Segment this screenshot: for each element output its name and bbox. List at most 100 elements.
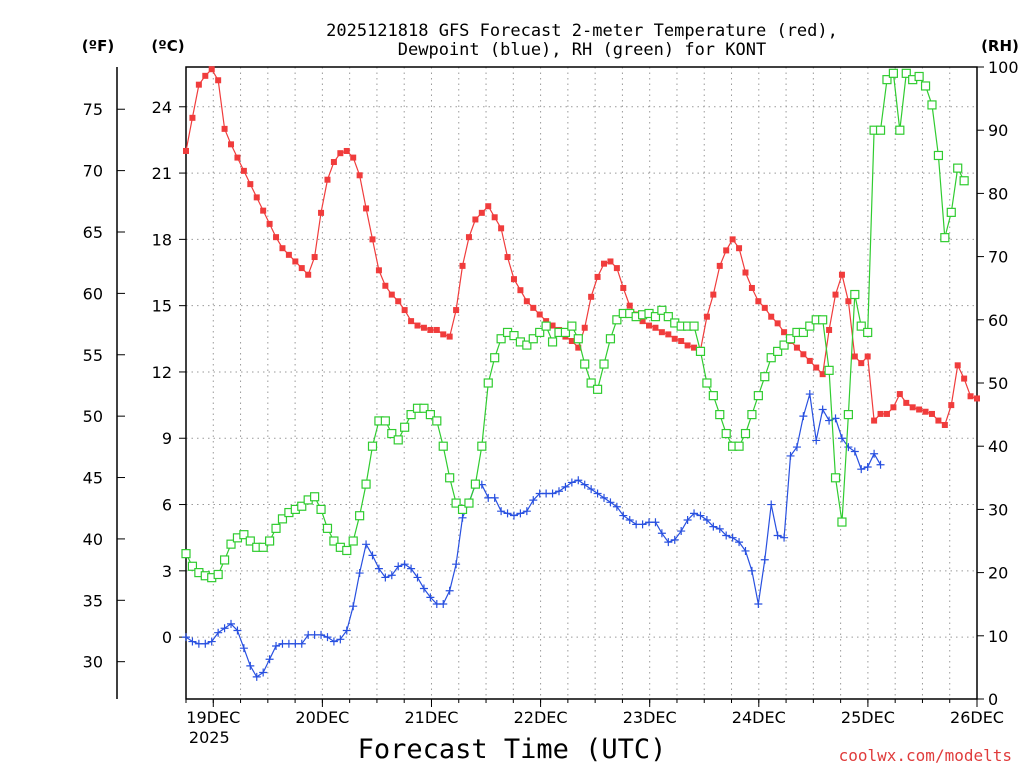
data-point (348, 536, 358, 546)
data-point (806, 357, 813, 364)
data-point (837, 434, 846, 443)
data-point (766, 353, 776, 363)
data-point (272, 641, 281, 650)
data-point (974, 395, 980, 402)
data-point (215, 77, 222, 84)
fahrenheit-tick-label: 30 (83, 653, 103, 672)
celsius-tick-label: 6 (162, 496, 172, 515)
data-point (329, 637, 338, 646)
data-point (896, 391, 903, 398)
data-point (742, 269, 749, 276)
fahrenheit-tick-label: 50 (83, 407, 103, 426)
data-point (252, 672, 261, 681)
data-point (201, 639, 210, 648)
data-point (768, 313, 775, 320)
celsius-tick-label: 9 (162, 429, 172, 448)
data-point (273, 234, 280, 241)
plot-frame (185, 66, 978, 700)
series-dewpoint (182, 390, 885, 681)
data-point (181, 549, 191, 559)
data-point (857, 465, 866, 474)
fahrenheit-tick-label: 55 (83, 346, 103, 365)
data-point (202, 72, 209, 79)
data-point (259, 668, 268, 677)
data-point (266, 220, 273, 227)
data-point (819, 371, 826, 378)
data-point (387, 428, 397, 439)
data-point (612, 502, 621, 511)
data-point (395, 298, 402, 305)
rh-tick-label: 30 (988, 500, 1008, 519)
data-point (414, 322, 421, 329)
data-point (509, 511, 518, 520)
data-point (298, 265, 305, 272)
series-layer (181, 66, 980, 681)
series-relative-humidity (181, 68, 969, 583)
data-point (297, 639, 306, 648)
data-point (830, 473, 841, 483)
data-point (355, 511, 365, 521)
data-point (318, 209, 325, 216)
data-point (850, 289, 860, 300)
data-point (394, 562, 403, 571)
data-point (895, 125, 905, 135)
data-point (716, 262, 723, 269)
data-point (916, 406, 923, 413)
celsius-tick-label: 12 (152, 363, 172, 382)
data-point (612, 315, 622, 325)
data-point (265, 536, 275, 546)
data-point (715, 410, 725, 420)
data-point (625, 516, 634, 525)
rh-unit-label: (RH) (981, 37, 1019, 55)
fahrenheit-tick-label: 65 (83, 223, 103, 242)
data-point (382, 282, 389, 289)
data-point (407, 564, 416, 573)
data-point (548, 489, 557, 498)
data-point (528, 334, 538, 344)
x-tick-sublabel: 2025 (189, 728, 230, 747)
data-point (715, 524, 724, 533)
data-point (355, 569, 364, 578)
data-point (844, 443, 853, 452)
data-point (400, 422, 410, 432)
data-point (279, 245, 286, 252)
data-point (228, 141, 235, 148)
rh-tick-label: 10 (988, 627, 1008, 646)
fahrenheit-unit-label: (ºF) (82, 37, 114, 55)
data-point (214, 628, 223, 637)
data-point (234, 154, 241, 161)
data-point (870, 449, 879, 458)
data-point (805, 321, 815, 331)
data-point (650, 312, 661, 322)
data-point (605, 334, 616, 344)
data-point (509, 331, 519, 341)
data-point (818, 315, 828, 325)
data-point (425, 410, 435, 420)
chart-title-line-2: Dewpoint (blue), RH (green) for KONT (398, 40, 766, 60)
gridlines (186, 67, 977, 699)
data-point (877, 410, 884, 417)
data-point (247, 181, 254, 188)
data-point (522, 507, 531, 516)
data-point (549, 322, 556, 329)
data-point (219, 555, 230, 565)
data-point (723, 247, 730, 254)
data-point (316, 504, 326, 514)
data-point (760, 555, 769, 564)
data-point (375, 267, 382, 274)
data-point (888, 68, 898, 78)
data-point (619, 511, 628, 520)
data-point (941, 421, 948, 428)
fahrenheit-tick-label: 45 (83, 469, 103, 488)
data-point (465, 234, 472, 241)
data-point (753, 391, 763, 401)
data-point (573, 334, 583, 344)
data-point (954, 362, 961, 369)
data-point (740, 428, 751, 439)
data-point (837, 517, 847, 527)
data-point (483, 378, 493, 388)
celsius-tick-label: 0 (162, 628, 172, 647)
data-point (207, 637, 216, 646)
data-point (684, 342, 691, 349)
data-point (285, 251, 292, 258)
